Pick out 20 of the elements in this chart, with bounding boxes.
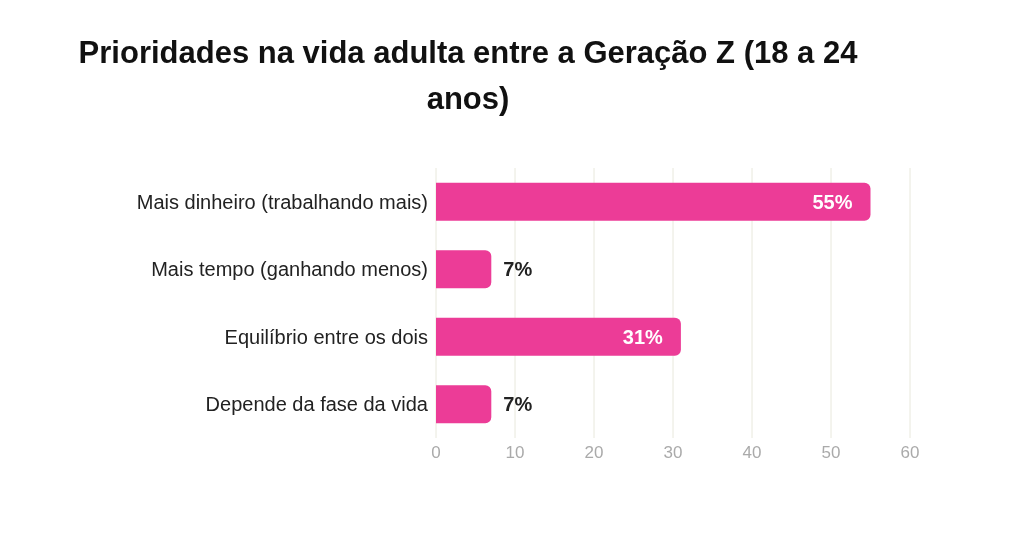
y-tick-label: Equilíbrio entre os dois [224,325,428,348]
data-label: 7% [503,258,533,281]
y-tick-label: Mais dinheiro (trabalhando mais) [136,190,428,213]
bar [436,385,492,424]
x-tick-label: 10 [505,443,525,463]
y-tick-label: Depende da fase da vida [205,393,429,416]
data-label: 55% [812,190,853,213]
x-tick-label: 30 [663,443,683,463]
data-label: 31% [622,325,664,348]
bar [436,182,871,221]
x-tick-label: 50 [821,443,841,463]
y-tick-label: Mais tempo (ganhando menos) [151,258,428,281]
data-label: 7% [503,393,533,416]
x-tick-label: 60 [900,443,920,463]
chart-title: Prioridades na vida adulta entre a Geração Z (18 a 24 anos) [77,34,859,118]
bar [436,317,681,356]
x-tick-label: 0 [431,443,441,463]
bar [436,250,492,289]
x-tick-label: 20 [584,443,604,463]
x-tick-label: 40 [742,443,762,463]
